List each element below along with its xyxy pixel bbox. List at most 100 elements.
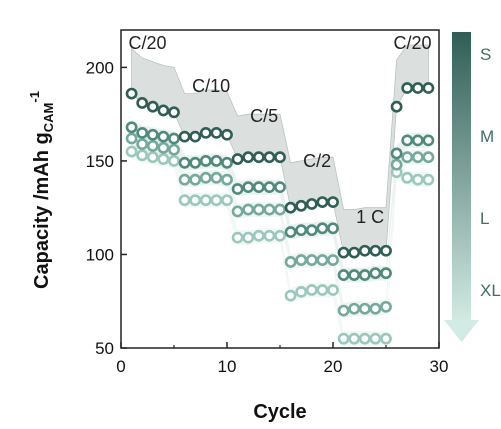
data-point (146, 151, 159, 164)
data-point (252, 229, 265, 242)
data-point (125, 121, 138, 134)
x-tick-label: 10 (218, 357, 237, 376)
data-point (337, 269, 350, 281)
data-point (284, 289, 297, 302)
c-rate-label: 1 C (356, 207, 384, 227)
data-point (390, 158, 403, 171)
data-point (157, 130, 170, 143)
data-point (316, 196, 329, 208)
data-point (210, 155, 223, 167)
legend-label-xl: XL (480, 281, 501, 300)
data-point (221, 173, 233, 186)
data-point (327, 196, 339, 208)
legend-label-l: L (480, 209, 489, 228)
data-point (274, 181, 286, 194)
data-point (295, 254, 308, 266)
data-point (305, 284, 318, 296)
data-point (274, 203, 286, 216)
data-point (146, 140, 159, 152)
data-point (274, 229, 286, 242)
data-point (327, 284, 339, 296)
data-point (337, 246, 350, 259)
data-point (178, 173, 191, 186)
data-point (316, 284, 329, 296)
y-tick-label: 50 (95, 339, 114, 358)
y-axis-title-main: Capacity /mAh g (31, 132, 53, 289)
data-point (242, 181, 255, 194)
data-point (422, 82, 435, 94)
x-tick-label: 0 (116, 357, 125, 376)
data-point (263, 203, 276, 216)
data-point (263, 229, 276, 242)
data-point (348, 302, 361, 315)
data-point (411, 134, 424, 147)
data-point (157, 141, 170, 154)
data-point (157, 153, 170, 165)
data-point (348, 269, 361, 281)
data-point (422, 151, 435, 164)
c-rate-labels: C/20 C/10 C/5 C/2 1 C C/20 (128, 33, 431, 227)
data-point (284, 201, 297, 214)
data-point (305, 198, 318, 210)
data-point (252, 151, 265, 164)
data-point (157, 104, 170, 117)
data-point (199, 155, 212, 167)
data-point (168, 143, 180, 156)
data-point (358, 269, 371, 281)
data-point (146, 100, 159, 113)
c-rate-label: C/20 (393, 33, 431, 53)
data-point (199, 171, 212, 184)
data-point (411, 82, 424, 94)
data-point (136, 138, 149, 151)
legend-gradient-bar (452, 32, 471, 322)
legend-arrow-head (444, 320, 479, 342)
data-point (369, 332, 382, 345)
data-point (168, 106, 180, 119)
data-point (189, 173, 202, 186)
x-tick-label: 20 (324, 357, 343, 376)
data-point (411, 173, 424, 186)
x-tick-label: 30 (430, 357, 449, 376)
data-point (411, 151, 424, 164)
data-point (422, 173, 435, 186)
data-point (210, 194, 223, 207)
series-m (125, 121, 435, 281)
data-point (295, 224, 308, 237)
legend-label-s: S (480, 45, 491, 64)
data-point (327, 222, 339, 235)
axis-ticks: 0 10 20 30 50 100 150 200 (86, 58, 449, 376)
y-axis-title: Capacity /mAh gCAM-1 (27, 91, 56, 289)
data-point (242, 231, 255, 244)
data-point (178, 130, 191, 143)
data-point (295, 199, 308, 212)
data-point (252, 181, 265, 194)
data-point (231, 205, 244, 218)
data-point (348, 246, 361, 259)
data-point (380, 267, 392, 280)
data-point (210, 126, 223, 139)
data-point (189, 156, 202, 169)
data-points (125, 82, 435, 345)
c-rate-label: C/10 (192, 76, 230, 96)
c-rate-label: C/2 (303, 151, 331, 171)
data-point (252, 203, 265, 216)
data-point (284, 226, 297, 238)
data-point (263, 151, 276, 164)
data-point (274, 151, 286, 164)
data-point (242, 203, 255, 216)
data-point (369, 302, 382, 315)
data-point (136, 149, 149, 162)
y-axis-title-sup: -1 (27, 91, 42, 103)
data-point (231, 153, 244, 165)
legend-label-m: M (480, 127, 494, 146)
data-point (380, 244, 392, 257)
data-point (305, 254, 318, 266)
data-point (210, 171, 223, 184)
data-point (221, 194, 233, 207)
data-point (295, 285, 308, 298)
data-point (401, 82, 414, 94)
data-point (390, 147, 403, 160)
y-axis-title-sub: CAM (41, 103, 56, 133)
data-point (125, 145, 138, 158)
data-point (125, 132, 138, 145)
